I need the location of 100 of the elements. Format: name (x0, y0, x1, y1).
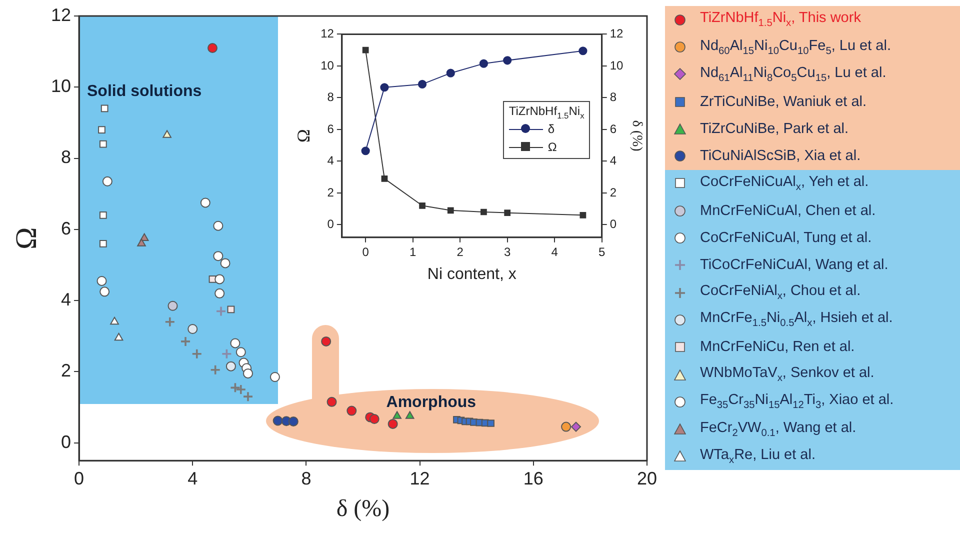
annotation: Solid solutions (87, 82, 202, 100)
point (388, 418, 398, 429)
point (213, 220, 224, 231)
point (570, 422, 581, 432)
point (220, 258, 230, 268)
text: Nd$_{61}$Al$_{11}$Ni$_{8}$Co$_{5}$Cu$_{15}$, Lu et al. (700, 64, 886, 84)
y2-tick-label: 0 (610, 217, 617, 232)
point (162, 130, 172, 138)
point (210, 364, 221, 376)
y-tick-label: 8 (61, 147, 72, 168)
legend-label: FeCr$_{2}$VW$_{0.1}$, Wang et al. (700, 420, 856, 439)
point (419, 202, 426, 209)
legend-label: CoCrFeNiCuAl, Tung et al. (700, 230, 872, 246)
point (272, 416, 283, 426)
y2-tick-label: 12 (610, 26, 624, 41)
point (230, 338, 240, 348)
x-tick-label: 0 (74, 468, 84, 488)
legend-label: TiCoCrFeNiCuAl, Wang et al. (700, 257, 888, 274)
point (503, 56, 512, 65)
y-tick-label: 4 (327, 154, 334, 168)
point (207, 43, 218, 54)
y2-tick-label: 10 (610, 58, 624, 72)
point (100, 104, 108, 112)
point (479, 59, 488, 68)
point (188, 324, 198, 334)
y-tick-label: 0 (327, 217, 334, 232)
y-axis-title: Ω (294, 129, 314, 142)
point (361, 146, 370, 156)
point (214, 274, 225, 284)
y2-tick-label: 4 (610, 154, 617, 168)
point (447, 207, 454, 214)
legend-label: WTa$_{x}$Re, Liu et al. (700, 446, 816, 466)
y-tick-label: 2 (327, 185, 334, 200)
legend-label: WNbMoTaV$_{x}$, Senkov et al. (700, 365, 874, 384)
legend-label: ZrTiCuNiBe, Waniuk et al. (700, 94, 867, 110)
point (326, 396, 337, 407)
point (580, 212, 586, 218)
point (98, 126, 106, 134)
legend-label: δ (548, 122, 555, 136)
point (381, 175, 388, 182)
y-tick-label: 10 (320, 58, 334, 72)
point (137, 238, 146, 246)
point (578, 46, 588, 56)
point (164, 316, 176, 328)
annotation: Amorphous (386, 394, 476, 412)
y-axis-title: Ω (10, 227, 43, 250)
point (288, 416, 298, 426)
x-tick-label: 8 (301, 468, 312, 488)
point (270, 372, 280, 382)
point (369, 414, 380, 424)
legend-label: TiZrNbHf$_{1.5}$Ni$_{x}$, This work (700, 10, 861, 30)
y-tick-label: 4 (61, 290, 72, 310)
point (418, 80, 427, 89)
point (200, 198, 210, 208)
legend-label: MnCrFe$_{1.5}$Ni$_{0.5}$Al$_{x}$, Hsieh et al. (700, 310, 893, 330)
legend-label: CoCrFeNiAl$_{x}$, Chou et al. (700, 283, 861, 302)
point (346, 406, 357, 416)
point (227, 306, 235, 314)
point (380, 83, 389, 92)
point (216, 306, 226, 317)
legend-label: MnCrFeNiCu, Ren et al. (700, 339, 855, 356)
x-tick-label: 20 (636, 468, 658, 488)
point (96, 276, 107, 286)
point (362, 46, 369, 54)
legend-title: TiZrNbHf$_{1.5}$Ni$_{x}$ (508, 104, 584, 120)
text: Fe$_{35}$Cr$_{35}$Ni$_{15}$Al$_{12}$Ti$_{3}$, Xiao et al. (700, 392, 894, 412)
point (504, 210, 511, 216)
point (214, 288, 225, 298)
text: Nd$_{60}$Al$_{15}$Ni$_{10}$Cu$_{10}$Fe$_{5}$, Lu et al. (700, 38, 891, 56)
y2-tick-label: 8 (610, 90, 617, 104)
point (561, 422, 572, 432)
x-axis-title: Ni content, x (427, 266, 516, 283)
legend-label: CoCrFeNiCuAl$_{x}$, Yeh et al. (700, 174, 869, 193)
point (99, 140, 107, 148)
y-tick-label: 6 (327, 122, 334, 136)
point (99, 212, 107, 219)
point (99, 240, 107, 248)
y2-axis-title: δ (%) (628, 120, 644, 152)
x-tick-label: 12 (410, 468, 430, 488)
x-tick-label: 16 (523, 468, 544, 488)
point (100, 286, 110, 297)
point (487, 420, 494, 427)
point (191, 348, 202, 360)
point (180, 336, 191, 347)
point (102, 176, 112, 186)
point (480, 208, 487, 216)
x-axis-title: δ (%) (336, 496, 390, 522)
point (221, 348, 232, 360)
x-tick-label: 4 (551, 244, 558, 259)
point (242, 368, 253, 378)
point (110, 316, 119, 325)
x-tick-label: 2 (456, 244, 464, 259)
legend-label: TiZrCuNiBe, Park et al. (700, 120, 849, 137)
x-tick-label: 5 (598, 244, 606, 259)
point (392, 411, 402, 419)
x-tick-label: 3 (504, 244, 511, 259)
y-tick-label: 0 (61, 432, 72, 452)
point (226, 361, 236, 372)
point (321, 336, 332, 346)
y-tick-label: 8 (327, 90, 334, 104)
